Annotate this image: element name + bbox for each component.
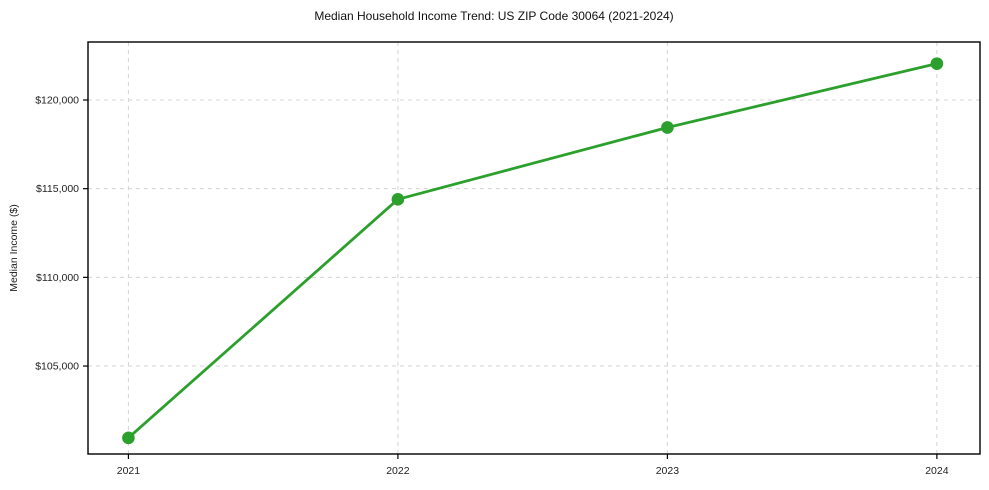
y-tick-label: $110,000 [36, 272, 79, 284]
data-series [122, 57, 944, 445]
y-tick-label: $115,000 [36, 183, 79, 195]
x-tick-label: 2021 [117, 465, 141, 477]
plot-border [87, 41, 981, 455]
y-tick-label: $120,000 [35, 94, 79, 106]
y-tick-label: $105,000 [35, 361, 79, 373]
trend-line [127, 62, 939, 440]
data-point [930, 57, 944, 70]
chart-title: Median Household Income Trend: US ZIP Co… [314, 9, 673, 23]
x-tick-label: 2024 [925, 465, 949, 477]
x-tick-label: 2023 [656, 465, 680, 477]
x-tick-label: 2022 [386, 465, 410, 477]
axis-tick-labels: $105,000 $110,000 $115,000 $120,000 2021 2022… [35, 94, 949, 477]
gridlines [88, 42, 980, 454]
data-point [661, 121, 674, 134]
axis-ticks [83, 99, 938, 459]
data-point [122, 431, 135, 445]
y-axis-label: Median Income ($) [8, 204, 20, 292]
data-point [391, 193, 405, 206]
